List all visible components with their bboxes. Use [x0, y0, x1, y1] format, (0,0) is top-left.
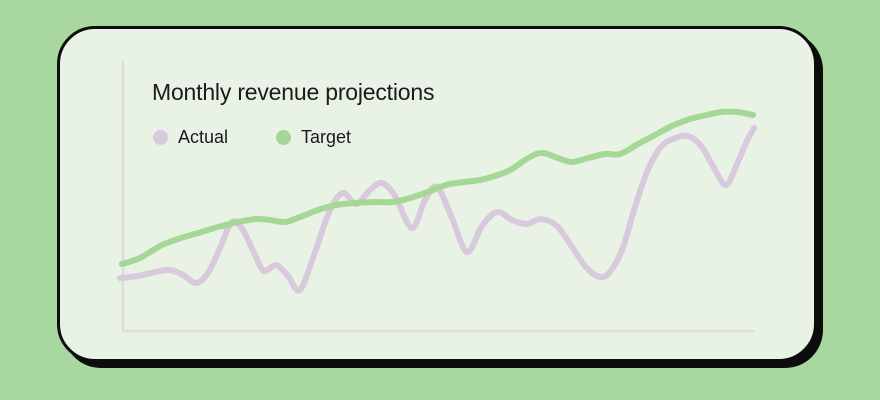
chart-plot [117, 60, 757, 333]
legend-dot-actual-icon [153, 129, 168, 145]
chart-card: Monthly revenue projections Actual Targe… [57, 26, 817, 362]
legend-label-actual: Actual [178, 127, 229, 147]
series-line-actual [117, 125, 757, 294]
legend-item-target[interactable]: Target [276, 128, 351, 146]
chart-card-inner: Monthly revenue projections Actual Targe… [60, 29, 814, 359]
series-line-target [119, 108, 756, 267]
legend-item-actual[interactable]: Actual [153, 128, 228, 146]
chart-legend: Actual Target [153, 128, 351, 146]
legend-dot-target-icon [276, 129, 292, 145]
chart-title: Monthly revenue projections [152, 79, 435, 105]
legend-label-target: Target [301, 127, 352, 147]
series-group [117, 108, 757, 294]
